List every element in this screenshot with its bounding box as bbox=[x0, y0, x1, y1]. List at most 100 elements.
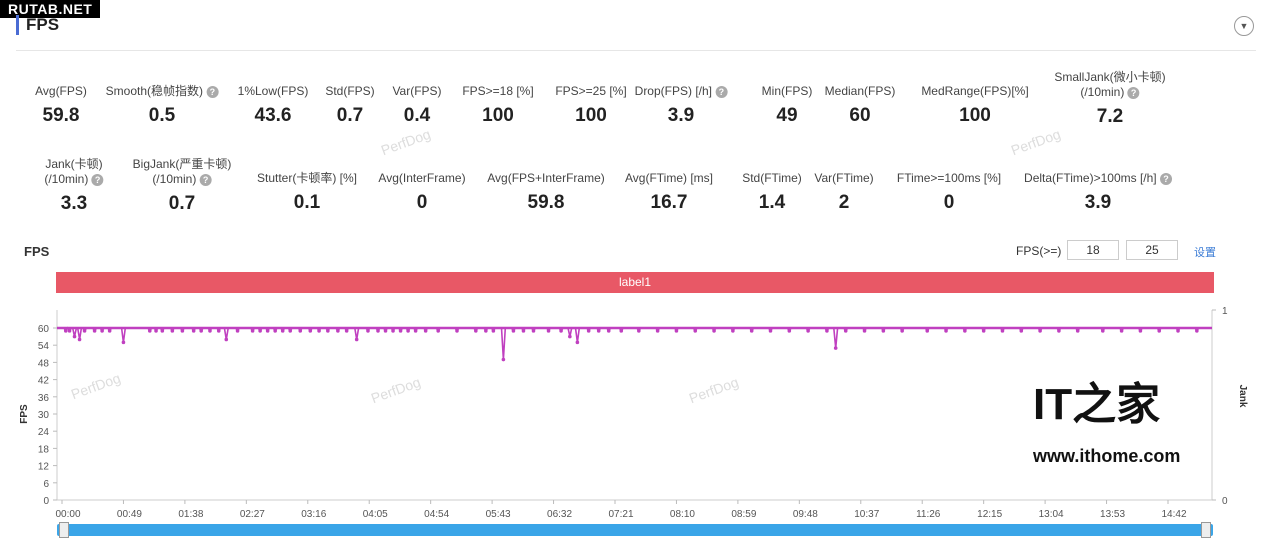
x-tick-label: 07:21 bbox=[608, 509, 633, 520]
metric-value: 59.8 bbox=[527, 192, 565, 213]
metric-label: Avg(FPS) bbox=[35, 84, 87, 98]
metric-label: FPS>=18 [%] bbox=[462, 84, 534, 98]
metric-label: SmallJank(微小卡顿) bbox=[1054, 70, 1166, 84]
metric-metrics_row2-5: Avg(FTime) [ms] 16.7 bbox=[625, 171, 713, 214]
fps-data-point bbox=[521, 329, 526, 333]
x-tick-label: 04:05 bbox=[363, 509, 388, 520]
fps-data-point bbox=[154, 329, 158, 333]
divider bbox=[16, 50, 1256, 51]
fps-data-point bbox=[63, 329, 68, 333]
fps-data-point bbox=[511, 329, 516, 333]
y-tick-label: 0 bbox=[43, 496, 49, 507]
help-icon[interactable]: ? bbox=[715, 85, 728, 98]
fps-data-point bbox=[1057, 329, 1061, 333]
x-tick-label: 11:26 bbox=[916, 509, 941, 520]
metric-metrics_row2-4: Avg(FPS+InterFrame) 59.8 bbox=[487, 171, 604, 214]
metric-metrics_row2-6: Std(FTime) 1.4 bbox=[742, 171, 802, 214]
help-icon[interactable]: ? bbox=[206, 85, 219, 98]
metric-metrics_row2-9: Delta(FTime)>100ms [/h] ? 3.9 bbox=[1024, 171, 1172, 214]
fps-data-point bbox=[575, 340, 580, 345]
x-tick-label: 08:59 bbox=[731, 509, 756, 520]
range-end-handle[interactable] bbox=[1201, 522, 1211, 538]
x-tick-label: 03:16 bbox=[301, 509, 326, 520]
metric-value: 0.1 bbox=[293, 192, 321, 213]
metric-value: 2 bbox=[838, 192, 850, 213]
metric-metrics_row1-0: Avg(FPS) 59.8 bbox=[35, 84, 87, 127]
metric-metrics_row2-3: Avg(InterFrame) 0 bbox=[378, 171, 465, 214]
fps-series-line bbox=[62, 326, 1212, 360]
fps-data-point bbox=[121, 340, 126, 345]
metric-value: 3.9 bbox=[667, 105, 695, 126]
label-band[interactable]: label1 bbox=[56, 272, 1214, 293]
time-range-scrollbar[interactable] bbox=[57, 522, 1213, 538]
fps-data-point bbox=[383, 329, 388, 333]
range-start-handle[interactable] bbox=[59, 522, 69, 538]
y-tick-label: 60 bbox=[38, 324, 50, 335]
metric-label: Std(FTime) bbox=[742, 171, 802, 185]
fps-data-point bbox=[731, 329, 735, 333]
x-tick-label: 10:37 bbox=[854, 509, 879, 520]
y-tick-label: 18 bbox=[38, 444, 50, 455]
help-icon[interactable]: ? bbox=[1127, 86, 1140, 99]
y-tick-label: 30 bbox=[38, 410, 50, 421]
metric-metrics_row1-9: Median(FPS) 60 bbox=[825, 84, 896, 127]
y2-axis-label: Jank bbox=[1237, 385, 1248, 408]
fps-data-point bbox=[963, 329, 967, 333]
x-tick-label: 13:53 bbox=[1100, 509, 1125, 520]
fps-data-point bbox=[67, 329, 72, 333]
collapse-chevron-icon[interactable]: ▼ bbox=[1234, 16, 1254, 36]
fps-data-point bbox=[862, 329, 867, 333]
metric-label: Avg(FPS+InterFrame) bbox=[487, 171, 605, 185]
fps-data-point bbox=[423, 329, 428, 333]
metric-value: 0.7 bbox=[168, 193, 196, 214]
help-icon[interactable]: ? bbox=[1159, 172, 1172, 185]
fps-data-point bbox=[693, 329, 698, 333]
y-tick-label: 54 bbox=[38, 341, 50, 352]
metric-value: 7.2 bbox=[1096, 106, 1124, 127]
metric-value: 59.8 bbox=[42, 105, 80, 126]
metric-metrics_row1-10: MedRange(FPS)[%] 100 bbox=[921, 84, 1028, 127]
metric-value: 16.7 bbox=[650, 192, 688, 213]
fps-threshold-2-input[interactable]: 25 bbox=[1126, 240, 1178, 260]
fps-data-point bbox=[413, 329, 418, 333]
metric-label-unit: (/10min) ? bbox=[44, 172, 104, 187]
help-icon[interactable]: ? bbox=[91, 173, 104, 186]
metric-label: Drop(FPS) [/h] ? bbox=[635, 84, 728, 99]
fps-data-point bbox=[288, 329, 293, 333]
fps-data-point bbox=[208, 329, 212, 333]
fps-data-point bbox=[326, 329, 330, 333]
metric-label: FTime>=100ms [%] bbox=[896, 171, 1002, 185]
ithome-watermark: IT之家 www.ithome.com bbox=[1033, 374, 1208, 467]
set-threshold-link[interactable]: 设置 bbox=[1194, 247, 1216, 259]
metric-value: 60 bbox=[849, 105, 871, 126]
metric-metrics_row2-1: BigJank(严重卡顿) (/10min) ? 0.7 bbox=[133, 157, 232, 215]
metric-value: 0.4 bbox=[403, 105, 431, 126]
fps-data-point bbox=[655, 329, 660, 333]
metric-metrics_row1-2: 1%Low(FPS) 43.6 bbox=[238, 84, 309, 127]
y-tick-label: 6 bbox=[43, 479, 49, 490]
metric-metrics_row1-7: Drop(FPS) [/h] ? 3.9 bbox=[635, 84, 728, 127]
fps-data-point bbox=[531, 329, 536, 333]
help-icon[interactable]: ? bbox=[199, 173, 212, 186]
fps-data-point bbox=[336, 329, 340, 333]
fps-threshold-1-input[interactable]: 18 bbox=[1067, 240, 1119, 260]
metric-metrics_row1-5: FPS>=18 [%] 100 bbox=[462, 84, 533, 127]
metric-label: Avg(FTime) [ms] bbox=[624, 171, 714, 185]
fps-data-point bbox=[546, 329, 551, 333]
fps-data-point bbox=[1119, 329, 1124, 333]
fps-threshold-label: FPS(>=) bbox=[1016, 244, 1062, 258]
metric-value: 100 bbox=[575, 105, 607, 126]
fps-data-point bbox=[308, 329, 313, 333]
metric-value: 3.9 bbox=[1084, 192, 1112, 213]
fps-data-point bbox=[107, 329, 112, 333]
fps-data-point bbox=[455, 329, 459, 333]
metric-label: Smooth(稳帧指数) ? bbox=[106, 84, 219, 99]
fps-data-point bbox=[199, 329, 203, 333]
fps-data-point bbox=[92, 329, 97, 333]
metric-label: Median(FPS) bbox=[824, 84, 896, 98]
metric-value: 43.6 bbox=[254, 105, 292, 126]
x-tick-label: 06:32 bbox=[547, 509, 572, 520]
fps-data-point bbox=[586, 329, 591, 333]
metric-metrics_row2-7: Var(FTime) 2 bbox=[814, 171, 873, 214]
